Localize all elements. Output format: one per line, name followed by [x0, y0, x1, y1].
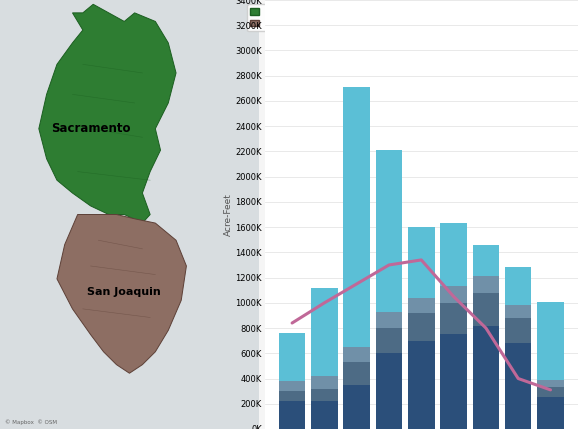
Text: San Joaquin: San Joaquin	[87, 287, 161, 297]
Bar	[440, 303, 467, 334]
Bar	[376, 150, 402, 311]
Polygon shape	[57, 214, 186, 373]
Bar	[538, 397, 564, 429]
Bar	[505, 343, 531, 429]
Bar	[408, 341, 435, 429]
Y-axis label: Acre-Feet: Acre-Feet	[224, 193, 232, 236]
Bar	[473, 293, 499, 326]
Bar	[343, 385, 370, 429]
Bar	[473, 326, 499, 429]
Polygon shape	[39, 4, 176, 223]
Text: © Mapbox  © OSM: © Mapbox © OSM	[5, 419, 57, 425]
Bar	[440, 334, 467, 429]
Bar	[376, 328, 402, 353]
Bar	[279, 333, 305, 381]
Bar	[408, 298, 435, 313]
Bar	[279, 391, 305, 401]
Bar	[311, 376, 338, 389]
Bar	[505, 268, 531, 305]
Bar	[505, 318, 531, 343]
Bar	[408, 313, 435, 341]
Text: Sacramento: Sacramento	[51, 122, 131, 135]
Bar	[343, 87, 370, 347]
Bar	[538, 302, 564, 380]
Bar	[311, 401, 338, 429]
Bar	[343, 347, 370, 362]
Bar	[376, 311, 402, 328]
Bar	[311, 389, 338, 401]
Bar	[279, 401, 305, 429]
Bar	[538, 387, 564, 397]
Bar	[279, 381, 305, 391]
Bar	[311, 288, 338, 376]
Bar	[376, 353, 402, 429]
Bar	[408, 227, 435, 298]
Bar	[505, 305, 531, 318]
Bar	[473, 245, 499, 276]
Bar	[343, 362, 370, 385]
Bar	[473, 276, 499, 293]
Bar	[440, 224, 467, 287]
Legend: Sacramento, San Joaquin: Sacramento, San Joaquin	[247, 4, 320, 31]
Bar	[440, 287, 467, 303]
Bar	[538, 380, 564, 387]
